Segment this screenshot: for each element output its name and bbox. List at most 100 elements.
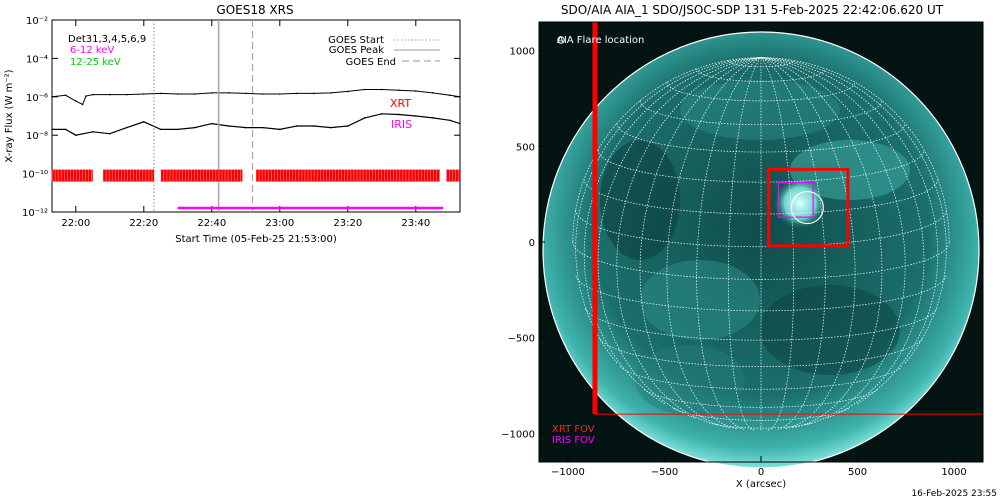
goes-ytick-label: 10⁻⁶ bbox=[26, 93, 48, 104]
goes-data-point bbox=[364, 88, 366, 91]
goes-data-point bbox=[364, 117, 366, 119]
legend-goes-end: GOES End bbox=[346, 57, 396, 68]
goes-ytick-label: 10⁻¹² bbox=[22, 208, 48, 219]
flare-location-circle bbox=[790, 190, 824, 225]
goes-data-point bbox=[211, 92, 213, 94]
xrt-label: XRT bbox=[390, 97, 411, 110]
goes-title: GOES18 XRS bbox=[216, 3, 293, 17]
aia-overlays bbox=[592, 22, 983, 415]
goes-data-point bbox=[228, 92, 230, 94]
goes-data-point bbox=[415, 115, 417, 117]
aia-ytick-label: −500 bbox=[508, 334, 535, 345]
goes-xtick-label: 22:00 bbox=[61, 218, 90, 229]
goes-data-point bbox=[143, 120, 145, 123]
goes-data-point bbox=[459, 96, 461, 98]
goes-data-point bbox=[432, 117, 434, 119]
goes-plot-frame bbox=[51, 19, 461, 213]
legend-goes-peak: GOES Peak bbox=[329, 45, 384, 56]
goes-ylabel: X-ray Flux (W m⁻²) bbox=[4, 69, 15, 162]
aia-ytick-label: 0 bbox=[529, 238, 535, 249]
goes-data-point bbox=[245, 126, 247, 129]
goes-data-point bbox=[432, 92, 434, 94]
goes-xlabel: Start Time (05-Feb-25 21:53:00) bbox=[175, 234, 337, 245]
goes-data-point bbox=[64, 128, 67, 131]
goes-xtick-label: 22:20 bbox=[129, 218, 158, 229]
latitude-line bbox=[619, 366, 903, 390]
goes-data-point bbox=[126, 93, 128, 96]
goes-data-point bbox=[51, 96, 53, 98]
longitude-line bbox=[760, 57, 856, 429]
goes-data-point bbox=[92, 131, 94, 133]
latitude-line bbox=[616, 123, 906, 153]
goes-data-point bbox=[194, 93, 196, 95]
sun-limb bbox=[542, 31, 980, 469]
aia-flare-legend: AIA Flare location bbox=[557, 35, 644, 46]
iris-fov-label: IRIS FOV bbox=[552, 435, 595, 446]
goes-data-point bbox=[64, 94, 67, 97]
goes-markers-group bbox=[153, 20, 254, 212]
legend-detectors: Det31,3,4,5,6,9 bbox=[68, 34, 146, 45]
latitude-line bbox=[639, 100, 883, 126]
goes-ytick-label: 10⁻¹⁰ bbox=[22, 170, 48, 181]
goes-data-point bbox=[381, 113, 383, 115]
goes-data-point bbox=[296, 125, 298, 127]
goes-data-point bbox=[262, 93, 264, 95]
aia-ytick-label: 1000 bbox=[510, 47, 535, 58]
latitude-line bbox=[708, 422, 814, 429]
aia-flare-legend-icon bbox=[557, 36, 565, 44]
longitude-line bbox=[696, 57, 762, 430]
longitude-line bbox=[760, 57, 950, 243]
goes-data-point bbox=[381, 88, 383, 91]
aia-y-ticks: 1000 500 0 −500 −1000 bbox=[501, 47, 545, 440]
longitude-line bbox=[760, 57, 925, 419]
aia-ytick-label: −1000 bbox=[501, 429, 535, 440]
latitude-line bbox=[575, 275, 947, 312]
goes-data-point bbox=[279, 93, 281, 95]
goes-data-point bbox=[330, 92, 332, 94]
goes-data-point bbox=[109, 93, 111, 96]
goes-xtick-label: 23:00 bbox=[265, 218, 294, 229]
goes-data-point bbox=[279, 128, 281, 131]
goes-long-channel-line bbox=[51, 89, 461, 106]
goes-ytick-label: 10⁻⁸ bbox=[26, 131, 48, 142]
goes-data-point bbox=[85, 95, 87, 97]
legend-12-25kev: 12-25 keV bbox=[70, 57, 121, 68]
goes-data-point bbox=[313, 92, 315, 95]
goes-data-point bbox=[75, 134, 77, 136]
xrt-fov-box bbox=[767, 167, 850, 248]
aia-ytick-label: 500 bbox=[516, 142, 535, 153]
goes-data-point bbox=[449, 94, 451, 97]
goes-ytick-label: 10⁻² bbox=[26, 16, 48, 27]
goes-data-point bbox=[330, 126, 332, 129]
goes-data-point bbox=[109, 132, 111, 135]
goes-data-point bbox=[459, 122, 461, 125]
longitude-line bbox=[760, 57, 947, 364]
latitude-line bbox=[584, 308, 938, 341]
goes-panel: GOES18 XRS X-ray Flux (W m⁻²) Start Time… bbox=[4, 3, 461, 245]
aia-xtick-label: 1000 bbox=[941, 467, 966, 478]
goes-data-point bbox=[143, 93, 145, 95]
goes-data-point bbox=[449, 119, 451, 122]
longitude-line bbox=[583, 57, 762, 404]
aia-x-ticks: −1000 −500 0 500 1000 bbox=[551, 456, 967, 478]
aia-xtick-label: 0 bbox=[758, 467, 764, 478]
aia-xtick-label: −1000 bbox=[551, 467, 585, 478]
goes-data-point bbox=[245, 92, 247, 95]
aia-panel: SDO/AIA AIA_1 SDO/JSOC-SDP 131 5-Feb-202… bbox=[501, 3, 984, 490]
goes-data-point bbox=[347, 90, 349, 93]
xrt-fov-label: XRT FOV bbox=[552, 424, 595, 435]
goes-coverage-group bbox=[51, 169, 460, 210]
goes-data-point bbox=[75, 100, 77, 102]
goes-data-point bbox=[347, 125, 349, 127]
aia-xlabel: X (arcsec) bbox=[736, 479, 786, 490]
goes-data-point bbox=[177, 128, 179, 131]
iris-fov-box bbox=[777, 182, 814, 218]
longitude-line bbox=[572, 57, 762, 243]
goes-data-point bbox=[160, 128, 162, 131]
longitude-line bbox=[760, 57, 795, 431]
goes-data-point bbox=[262, 126, 264, 129]
goes-data-point bbox=[415, 90, 417, 92]
goes-data-point bbox=[81, 103, 84, 106]
latitude-line bbox=[672, 408, 850, 421]
goes-short-channel-line bbox=[52, 113, 461, 136]
